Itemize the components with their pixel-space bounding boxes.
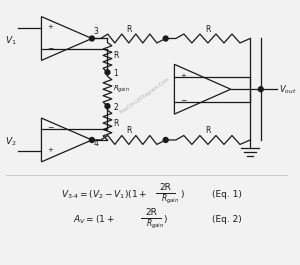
Text: $R_{gain}$: $R_{gain}$ bbox=[161, 193, 179, 206]
Circle shape bbox=[89, 36, 94, 41]
Text: $V_1$: $V_1$ bbox=[4, 34, 16, 47]
Text: +: + bbox=[47, 147, 53, 153]
Text: R: R bbox=[113, 118, 119, 127]
Circle shape bbox=[163, 36, 168, 41]
Text: −: − bbox=[180, 96, 187, 105]
Text: 4: 4 bbox=[94, 139, 99, 148]
Text: ): ) bbox=[180, 190, 184, 199]
Text: R: R bbox=[126, 25, 131, 34]
Text: 3: 3 bbox=[94, 26, 99, 36]
Text: (Eq. 2): (Eq. 2) bbox=[212, 215, 242, 224]
Text: R: R bbox=[113, 51, 119, 60]
Text: R: R bbox=[205, 25, 211, 34]
Text: R: R bbox=[126, 126, 131, 135]
Text: 2R: 2R bbox=[145, 208, 157, 217]
Text: 2R: 2R bbox=[160, 183, 172, 192]
Text: $V_{3\text{-}4} = (V_2 - V_1)(1 + $: $V_{3\text{-}4} = (V_2 - V_1)(1 + $ bbox=[61, 188, 147, 201]
Text: FreeCircuitDiagram.Com: FreeCircuitDiagram.Com bbox=[118, 76, 170, 114]
Circle shape bbox=[105, 70, 110, 75]
Circle shape bbox=[105, 104, 110, 109]
Text: 2: 2 bbox=[113, 103, 118, 112]
Text: $R_{gain}$: $R_{gain}$ bbox=[113, 83, 130, 95]
Text: $V_{out}$: $V_{out}$ bbox=[279, 84, 297, 96]
Text: $R_{gain}$: $R_{gain}$ bbox=[146, 218, 165, 231]
Text: +: + bbox=[180, 73, 186, 79]
Text: −: − bbox=[47, 44, 54, 53]
Text: +: + bbox=[47, 24, 53, 30]
Circle shape bbox=[258, 87, 263, 92]
Text: R: R bbox=[205, 126, 211, 135]
Text: ): ) bbox=[164, 215, 167, 224]
Text: $V_2$: $V_2$ bbox=[4, 136, 16, 148]
Circle shape bbox=[163, 138, 168, 143]
Circle shape bbox=[89, 138, 94, 143]
Text: $A_V = (1 + $: $A_V = (1 + $ bbox=[74, 213, 115, 226]
Text: (Eq. 1): (Eq. 1) bbox=[212, 190, 242, 199]
Text: −: − bbox=[47, 123, 54, 132]
Text: 1: 1 bbox=[113, 69, 118, 78]
